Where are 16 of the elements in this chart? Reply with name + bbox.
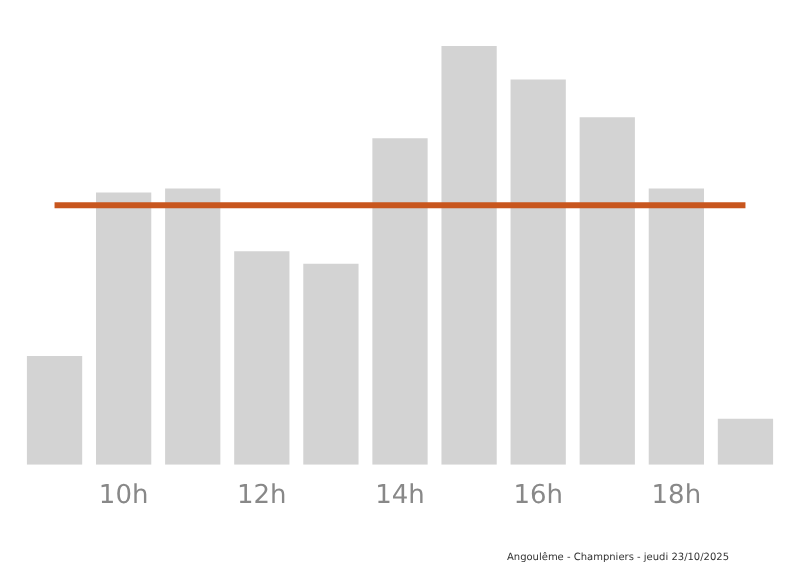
x-tick-label: 10h [98, 481, 149, 512]
bar [96, 192, 152, 465]
bar [510, 79, 566, 465]
bar [717, 418, 774, 465]
bar [441, 46, 497, 465]
bar [648, 188, 704, 465]
bar [303, 263, 359, 465]
x-tick-label: 12h [237, 481, 287, 512]
bar [579, 117, 635, 465]
bar [26, 355, 83, 465]
x-tick-label: 14h [375, 481, 425, 512]
x-tick-label: 18h [651, 481, 702, 512]
x-tick-label: 16h [513, 481, 563, 512]
bar [372, 138, 428, 465]
bar [234, 251, 290, 465]
bar [165, 188, 221, 465]
